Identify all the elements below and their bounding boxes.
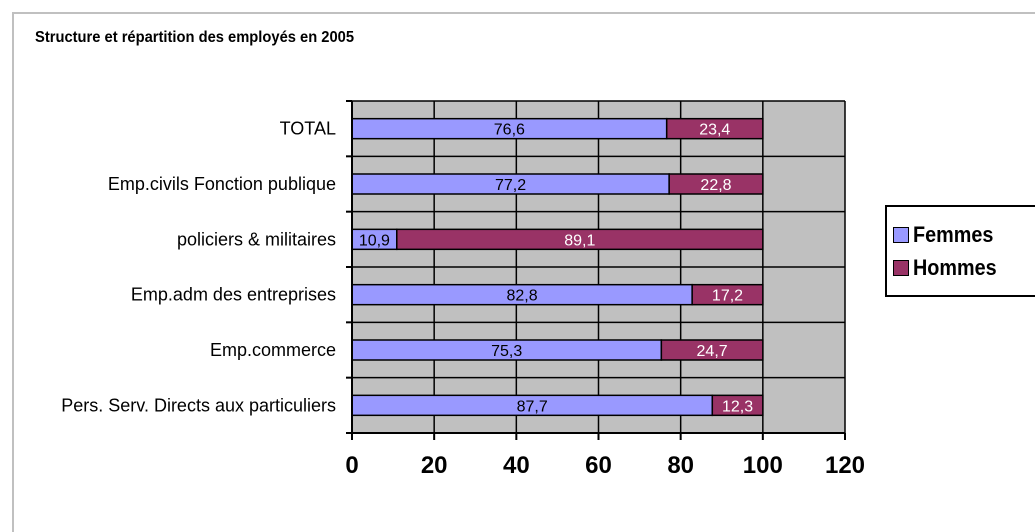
legend-swatch-femmes	[893, 227, 909, 243]
data-label: 23,4	[699, 122, 730, 139]
legend-swatch-hommes	[893, 260, 909, 276]
data-label: 76,6	[494, 122, 525, 139]
bar-hommes	[660, 339, 764, 361]
category-label: Pers. Serv. Directs aux particuliers	[61, 395, 336, 415]
x-tick-label: 20	[421, 452, 448, 479]
chart-legend: Femmes Hommes	[885, 205, 1035, 297]
data-label: 24,7	[697, 343, 728, 360]
x-tick-label: 100	[743, 452, 783, 479]
category-label: Emp.civils Fonction publique	[108, 174, 336, 194]
category-label: policiers & militaires	[177, 229, 336, 249]
data-label: 75,3	[491, 343, 522, 360]
data-label: 89,1	[564, 232, 595, 249]
data-label: 77,2	[495, 177, 526, 194]
x-tick-label: 0	[345, 452, 358, 479]
data-label: 87,7	[517, 398, 548, 415]
data-label: 12,3	[722, 398, 753, 415]
category-label: TOTAL	[280, 119, 336, 139]
bar-hommes	[691, 283, 764, 306]
x-tick-label: 40	[503, 452, 530, 479]
category-label: Emp.commerce	[210, 340, 336, 360]
data-label: 22,8	[700, 177, 731, 194]
legend-item-femmes: Femmes	[893, 220, 1002, 250]
data-label: 82,8	[507, 288, 538, 305]
legend-item-hommes: Hommes	[893, 253, 1006, 283]
bar-hommes	[396, 228, 764, 251]
data-label: 17,2	[712, 288, 743, 305]
legend-label-femmes: Femmes	[913, 222, 994, 247]
chart-frame	[12, 12, 1035, 532]
bar-hommes	[711, 394, 764, 417]
data-label: 10,9	[359, 232, 390, 249]
x-tick-label: 80	[667, 452, 694, 479]
bar-hommes	[665, 117, 764, 140]
category-label: Emp.adm des entreprises	[131, 285, 336, 305]
chart-plot: 76,6 23,4 TOTAL 77,2 22,8 Emp.civils Fonction…	[61, 100, 865, 479]
x-tick-label: 120	[825, 452, 865, 479]
chart-title: Structure et répartition des employés en…	[35, 29, 355, 46]
bar-hommes	[668, 173, 764, 195]
x-tick-label: 60	[585, 452, 612, 479]
legend-label-hommes: Hommes	[913, 255, 997, 280]
